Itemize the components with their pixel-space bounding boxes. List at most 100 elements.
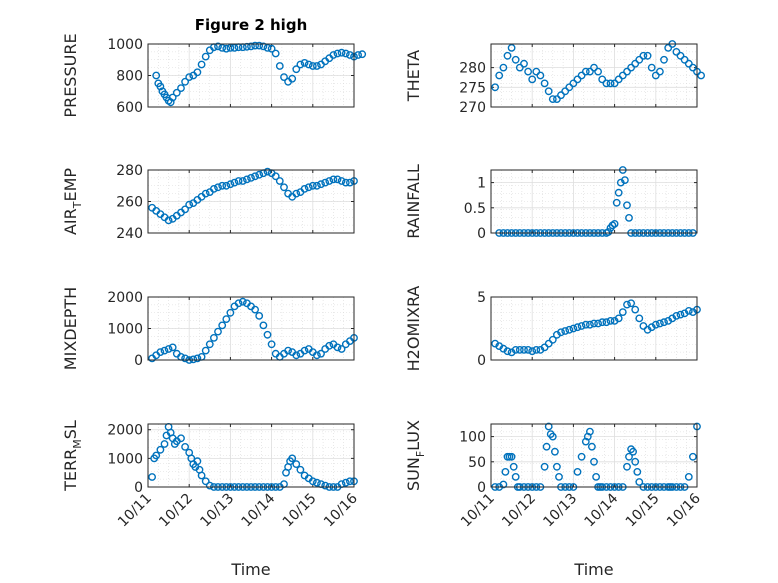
data-point — [614, 188, 623, 197]
data-point — [610, 219, 619, 228]
y-axis-label-8: SUNFLUX — [404, 420, 427, 491]
subplot-8: 0 50 100 SUNFLUX 10/11 10/12 10/13 10/14 10/15 10… — [404, 420, 704, 530]
data-point — [181, 354, 190, 363]
data-point — [230, 44, 239, 52]
data-point — [337, 345, 346, 353]
axes-box — [147, 423, 355, 488]
data-point — [329, 175, 338, 184]
data-point — [333, 175, 342, 184]
data-point — [684, 59, 693, 68]
subplot-2: 270 275 280 THETA — [404, 40, 705, 116]
data-point — [540, 462, 549, 471]
data-point — [263, 44, 272, 52]
data-point — [288, 454, 297, 463]
data-point — [275, 62, 284, 70]
data-point — [635, 478, 644, 486]
data-point — [280, 73, 288, 82]
data-point — [234, 177, 243, 185]
data-point — [635, 314, 644, 323]
axes-box — [490, 296, 698, 361]
y-axis-label-2: THETA — [404, 50, 423, 102]
y-tick-label: 260 — [116, 195, 143, 211]
data-point — [193, 68, 202, 77]
data-point — [185, 73, 194, 82]
data-point — [255, 41, 264, 50]
data-point — [612, 198, 621, 207]
data-point — [164, 345, 173, 353]
data-point — [499, 480, 508, 489]
data-point — [548, 95, 557, 104]
data-point — [242, 175, 251, 184]
y-tick-label: 2000 — [107, 423, 143, 439]
data-point — [201, 477, 210, 486]
data-point — [557, 91, 565, 100]
data-point — [168, 93, 177, 102]
data-point — [676, 51, 685, 60]
data-point — [557, 328, 565, 337]
data-point — [548, 335, 557, 344]
data-point — [292, 460, 301, 468]
data-point — [325, 341, 334, 350]
x-tick-label: 10/14 — [239, 490, 279, 530]
data-point — [542, 442, 551, 451]
data-point — [345, 51, 354, 59]
data-point — [292, 189, 301, 198]
data-point — [226, 308, 235, 317]
data-point — [267, 340, 276, 349]
figure-title: Figure 2 high — [195, 16, 308, 34]
data-point — [520, 59, 528, 68]
x-tick-label: 10/15 — [623, 491, 663, 531]
data-point — [181, 205, 190, 214]
subplot-6: 0 5 H2OMIXRA — [404, 286, 701, 371]
data-point — [214, 327, 222, 336]
data-point — [193, 457, 202, 466]
data-point — [263, 167, 272, 176]
data-point — [586, 320, 594, 329]
data-point — [697, 71, 705, 80]
data-point — [271, 172, 280, 181]
data-point — [606, 316, 615, 325]
x-tick-label: 10/11 — [458, 491, 498, 531]
axes-box — [147, 169, 355, 234]
data-point — [555, 472, 563, 481]
axes-box — [147, 296, 355, 361]
data-point — [627, 299, 635, 308]
data-point — [592, 472, 600, 481]
y-tick-label: 5 — [477, 290, 486, 306]
data-point — [222, 44, 231, 53]
y-tick-label: 1000 — [107, 37, 143, 53]
subplot-3: 240 260 280 AIRTEMP — [61, 163, 358, 242]
data-point — [234, 299, 243, 308]
axes-box — [490, 423, 698, 488]
data-point — [532, 345, 541, 354]
data-point — [676, 310, 685, 319]
data-point — [573, 467, 582, 476]
y-tick-label: 1000 — [107, 451, 143, 467]
data-point — [544, 87, 553, 96]
axes-box — [490, 43, 698, 108]
data-point — [267, 44, 276, 53]
data-point — [660, 318, 668, 327]
x-axis-label-right: Time — [573, 560, 613, 579]
data-point — [275, 177, 284, 185]
data-point — [300, 59, 309, 67]
y-tick-label: 100 — [459, 430, 486, 446]
data-point — [218, 181, 227, 190]
y-tick-label: 0 — [134, 480, 143, 496]
data-point — [259, 321, 268, 330]
data-point — [337, 177, 346, 185]
data-point — [604, 228, 613, 236]
data-point — [507, 452, 516, 461]
data-point — [160, 440, 169, 448]
data-point — [623, 67, 631, 76]
data-point — [341, 478, 350, 487]
data-point — [618, 71, 627, 80]
data-point — [569, 324, 578, 333]
data-point — [333, 49, 342, 58]
data-point — [177, 84, 185, 93]
data-point — [499, 63, 508, 72]
data-point — [329, 51, 338, 59]
data-point — [185, 200, 194, 209]
data-point — [300, 346, 309, 355]
y-tick-label: 1 — [477, 176, 486, 192]
